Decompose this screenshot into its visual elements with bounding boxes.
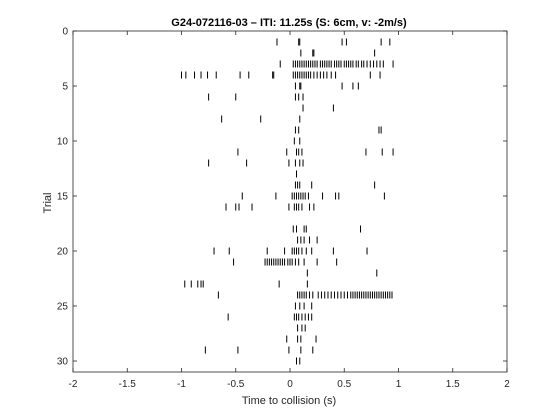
x-tick-label: 0 bbox=[287, 379, 293, 390]
y-axis-ticks: 0 5 10 15 20 25 30 bbox=[57, 27, 507, 368]
y-tick-label: 30 bbox=[57, 357, 69, 368]
x-tick-label: -1 bbox=[177, 379, 186, 390]
x-tick-label: 1 bbox=[396, 379, 402, 390]
y-tick-label: 5 bbox=[62, 82, 68, 93]
x-tick-label: -2 bbox=[69, 379, 78, 390]
y-tick-label: 25 bbox=[57, 302, 69, 313]
spike-marks bbox=[181, 38, 394, 365]
x-axis-label: Time to collision (s) bbox=[242, 395, 336, 407]
plot-area bbox=[73, 31, 507, 372]
chart-title: G24-072116-03 – ITI: 11.25s (S: 6cm, v: … bbox=[171, 17, 407, 29]
plot-axes: -2 -1.5 -1 -0.5 0 0.5 1 1.5 2 0 5 10 15 20 25 30 bbox=[57, 27, 510, 391]
y-tick-label: 15 bbox=[57, 192, 69, 203]
x-tick-label: -0.5 bbox=[227, 379, 245, 390]
x-tick-label: 2 bbox=[504, 379, 510, 390]
y-tick-label: 20 bbox=[57, 247, 69, 258]
x-axis-ticks: -2 -1.5 -1 -0.5 0 0.5 1 1.5 2 bbox=[69, 31, 510, 390]
x-tick-label: -1.5 bbox=[119, 379, 137, 390]
y-tick-label: 0 bbox=[62, 27, 68, 38]
y-tick-label: 10 bbox=[57, 137, 69, 148]
x-tick-label: 0.5 bbox=[337, 379, 351, 390]
x-tick-label: 1.5 bbox=[446, 379, 460, 390]
y-axis-label: Trial bbox=[42, 193, 54, 214]
